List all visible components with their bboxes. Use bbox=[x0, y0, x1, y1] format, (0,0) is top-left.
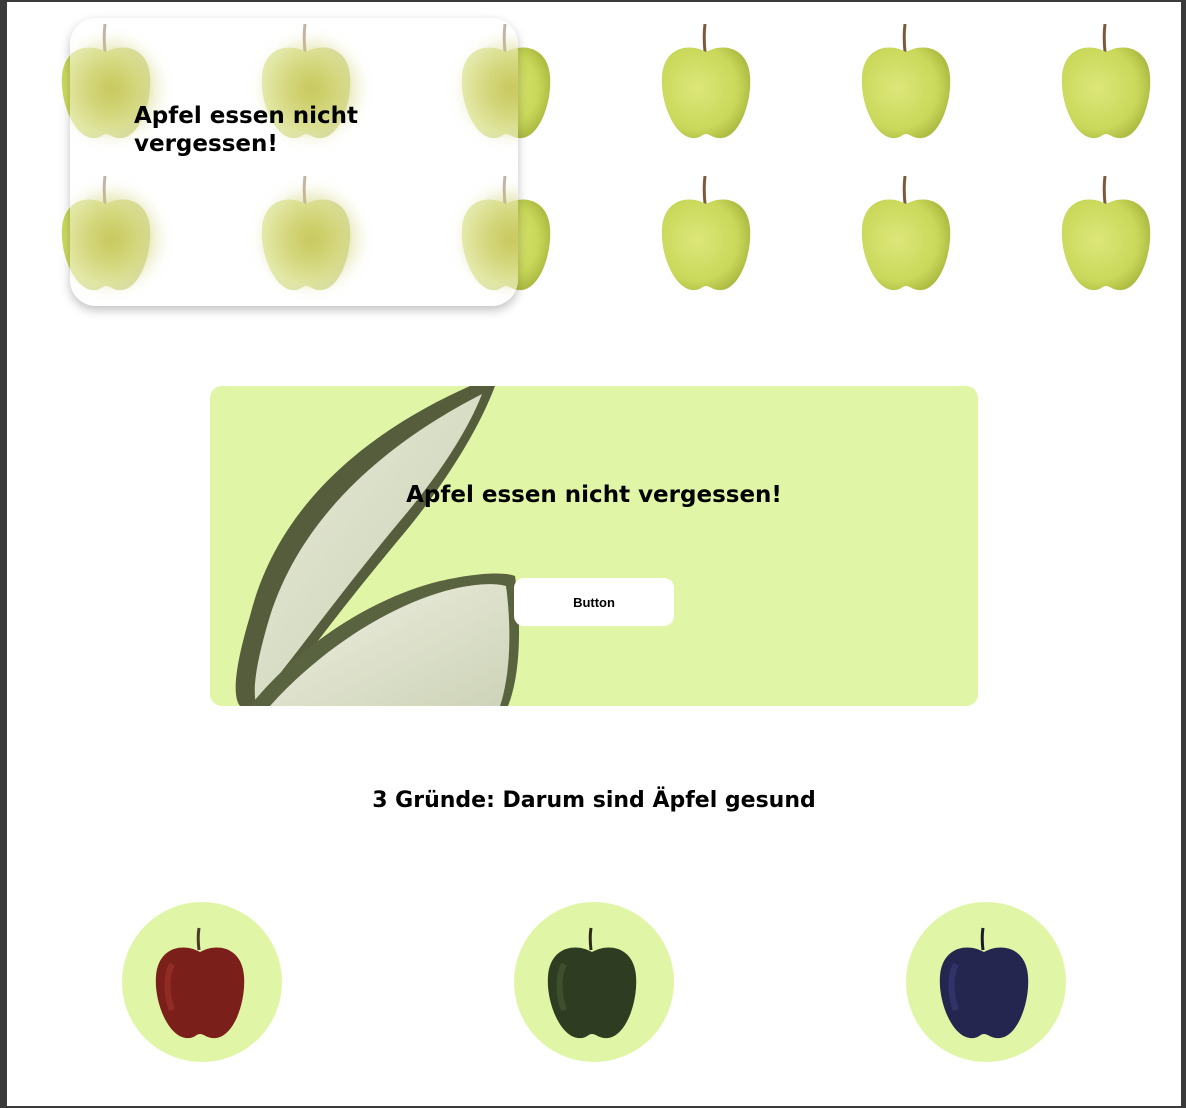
reason-item-1 bbox=[122, 902, 282, 1062]
green-apple-icon bbox=[547, 927, 637, 1039]
blurred-apple-icon bbox=[456, 34, 518, 144]
blurred-apple-icon bbox=[256, 184, 366, 294]
glass-card: Apfel essen nicht vergessen! bbox=[70, 18, 518, 306]
yellow-apple-icon bbox=[858, 174, 954, 292]
glass-card-title: Apfel essen nicht vergessen! bbox=[134, 103, 358, 157]
yellow-apple-icon bbox=[1058, 174, 1154, 292]
blurred-apple-icon bbox=[256, 34, 366, 144]
yellow-apple-icon bbox=[1058, 22, 1154, 140]
blurred-apple-icon bbox=[70, 34, 166, 144]
yellow-apple-icon bbox=[858, 22, 954, 140]
reason-item-3 bbox=[906, 902, 1066, 1062]
red-apple-icon bbox=[155, 927, 245, 1039]
yellow-apple-icon bbox=[658, 174, 754, 292]
blurred-apple-icon bbox=[456, 184, 518, 294]
hero-title: Apfel essen nicht vergessen! bbox=[406, 482, 782, 508]
blue-apple-icon bbox=[939, 927, 1029, 1039]
hero-button[interactable]: Button bbox=[514, 578, 674, 626]
hero-banner: Apfel essen nicht vergessen! Button bbox=[210, 386, 978, 706]
reasons-title: 3 Gründe: Darum sind Äpfel gesund bbox=[372, 788, 816, 813]
page: Apfel essen nicht vergessen! Apfel essen bbox=[7, 2, 1181, 1106]
yellow-apple-icon bbox=[658, 22, 754, 140]
apple-slices-icon bbox=[235, 386, 520, 706]
blurred-apple-icon bbox=[70, 184, 166, 294]
reason-item-2 bbox=[514, 902, 674, 1062]
